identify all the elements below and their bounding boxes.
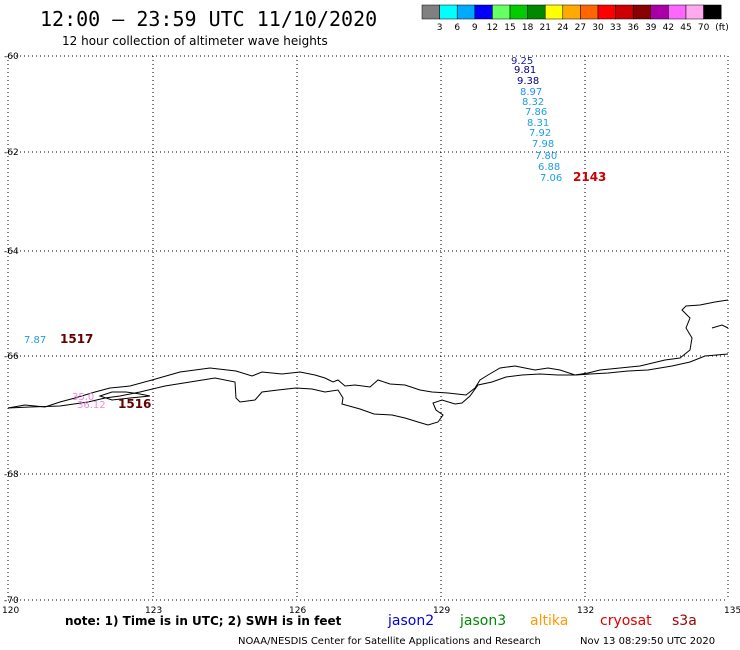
scale-label: 18 [522,23,534,33]
scale-label: 24 [557,23,569,33]
y-tick: -68 [4,470,19,480]
scale-label: 39 [645,23,657,33]
scale-unit: (ft) [715,23,729,33]
scale-swatch [421,4,440,20]
scale-swatch [685,4,704,20]
scale-swatch [492,4,511,20]
satellite-name: jason3 [459,613,506,629]
scale-swatch [615,4,634,20]
pass-time-label: 1517 [60,332,93,346]
scale-swatch [650,4,669,20]
satellite-name: s3a [672,613,697,629]
wave-height-label: 7.87 [24,335,46,346]
y-tick: -66 [4,352,19,362]
scale-label: 45 [680,23,691,33]
scale-label: 6 [454,23,460,33]
scale-swatch [544,4,564,20]
scale-swatch [668,4,687,20]
x-tick: 132 [577,606,594,616]
scale-label: 36 [627,23,639,33]
scale-label: 30 [592,23,604,33]
x-axis-ticks: 120 123 126 129 132 135 [2,606,740,616]
wave-height-label: 7.98 [532,139,554,150]
x-tick: 129 [433,606,450,616]
scale-label: 27 [575,23,586,33]
scale-label: 9 [472,23,478,33]
wave-height-color-scale: 3 6 9 12 15 18 21 24 27 30 33 36 39 42 45 70 (ft) [421,4,729,33]
x-tick: 135 [724,606,740,616]
wave-height-label: 9.38 [517,76,539,87]
wave-height-label: 35.0 [72,392,94,403]
altimeter-tracks: 9.259.819.388.978.327.868.317.927.987.80… [24,56,606,411]
scale-label: 15 [504,23,515,33]
wave-height-label: 8.32 [522,97,544,108]
x-tick: 126 [289,606,306,616]
x-tick: 123 [145,606,162,616]
scale-swatch [580,4,599,20]
scale-swatch [474,4,493,20]
pass-time-label: 1516 [118,397,151,411]
wave-height-label: 9.25 [511,56,533,67]
satellite-name: altika [530,613,568,629]
wave-height-label: 36.12 [77,400,106,411]
scale-swatch [439,4,458,20]
y-tick: -64 [4,247,19,257]
scale-label: 33 [610,23,621,33]
coastline [7,299,729,426]
scale-swatch [703,4,722,20]
wave-height-label: 8.31 [527,118,549,129]
satellite-name: jason2 [387,613,434,629]
lat-lon-grid [7,55,729,601]
wave-height-label: 8.97 [520,87,542,98]
credit-text: NOAA/NESDIS Center for Satellite Applica… [238,636,541,647]
units-note: note: 1) Time is in UTC; 2) SWH is in fe… [65,614,342,628]
wave-height-label: 9.81 [514,65,536,76]
scale-swatch [597,4,616,20]
x-tick: 120 [2,606,19,616]
pass-time-label: 2143 [573,170,606,184]
satellite-name: cryosat [600,613,652,629]
timestamp-text: Nov 13 08:29:50 UTC 2020 [580,636,715,647]
wave-height-label: 6.88 [538,162,560,173]
scale-label: 42 [663,23,674,33]
map-title: 12:00 – 23:59 UTC 11/10/2020 [40,7,377,31]
wave-height-label: 7.06 [540,173,562,184]
wave-height-label: 7.92 [529,128,551,139]
y-tick: -70 [4,596,19,606]
y-axis-ticks: -60 -62 -64 -66 -68 -70 [4,52,19,606]
scale-label: 12 [487,23,498,33]
scale-swatch [456,4,476,20]
wave-height-label: 7.80 [535,151,557,162]
wave-height-label: 7.86 [525,107,547,118]
satellite-legend: jason2 jason3 altika cryosat s3a [387,613,697,629]
y-tick: -62 [4,148,19,158]
scale-swatch [632,4,652,20]
map-subtitle: 12 hour collection of altimeter wave hei… [62,34,328,48]
y-tick: -60 [4,52,19,62]
scale-label: 3 [437,23,443,33]
scale-label: 21 [539,23,550,33]
scale-label: 70 [698,23,710,33]
scale-swatch [562,4,581,20]
scale-swatch [527,4,546,20]
scale-swatch [509,4,528,20]
